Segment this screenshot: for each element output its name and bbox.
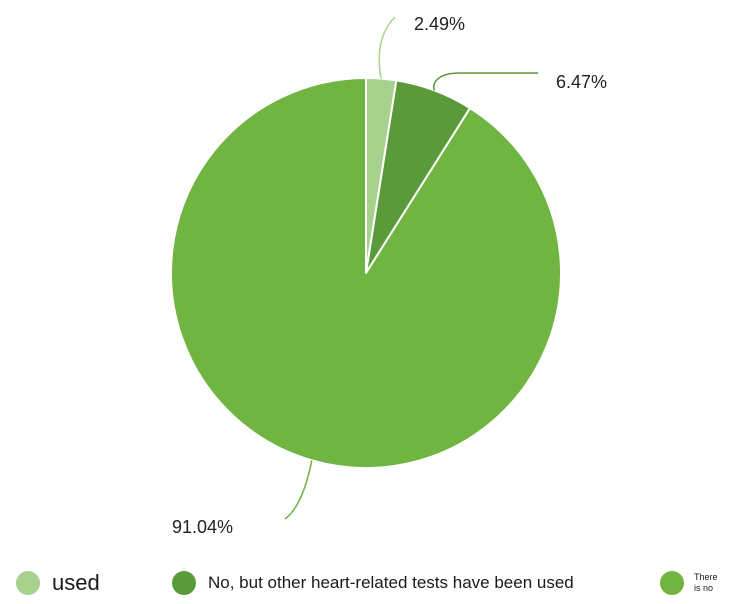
pie-slice-there-is-no — [170, 77, 562, 469]
leader-lines — [284, 16, 538, 520]
legend-label-used: used — [52, 570, 100, 595]
data-label-other-tests: 6.47% — [556, 72, 607, 92]
data-label-used: 2.49% — [414, 14, 465, 34]
leader-line-other-tests — [433, 72, 538, 91]
pie-chart: 2.49% 6.47% 91.04% — [170, 14, 607, 537]
legend-swatch-there-is-no — [660, 571, 684, 595]
legend-swatch-used — [16, 571, 40, 595]
legend-item-used: used — [16, 568, 100, 598]
leader-line-there-is-no — [284, 460, 313, 520]
legend-item-there-is-no: There is no — [660, 568, 720, 598]
legend-label-other-tests: No, but other heart-related tests have b… — [208, 573, 574, 592]
pie-slices — [170, 77, 562, 469]
legend-swatch-other-tests — [172, 571, 196, 595]
leader-line-used — [378, 16, 396, 79]
legend-label-there-is-no: There is no — [694, 572, 718, 593]
legend: used No, but other heart-related tests h… — [0, 560, 736, 604]
legend-item-other-tests: No, but other heart-related tests have b… — [172, 568, 574, 598]
data-label-there-is-no: 91.04% — [172, 517, 233, 537]
data-labels: 2.49% 6.47% 91.04% — [172, 14, 607, 537]
